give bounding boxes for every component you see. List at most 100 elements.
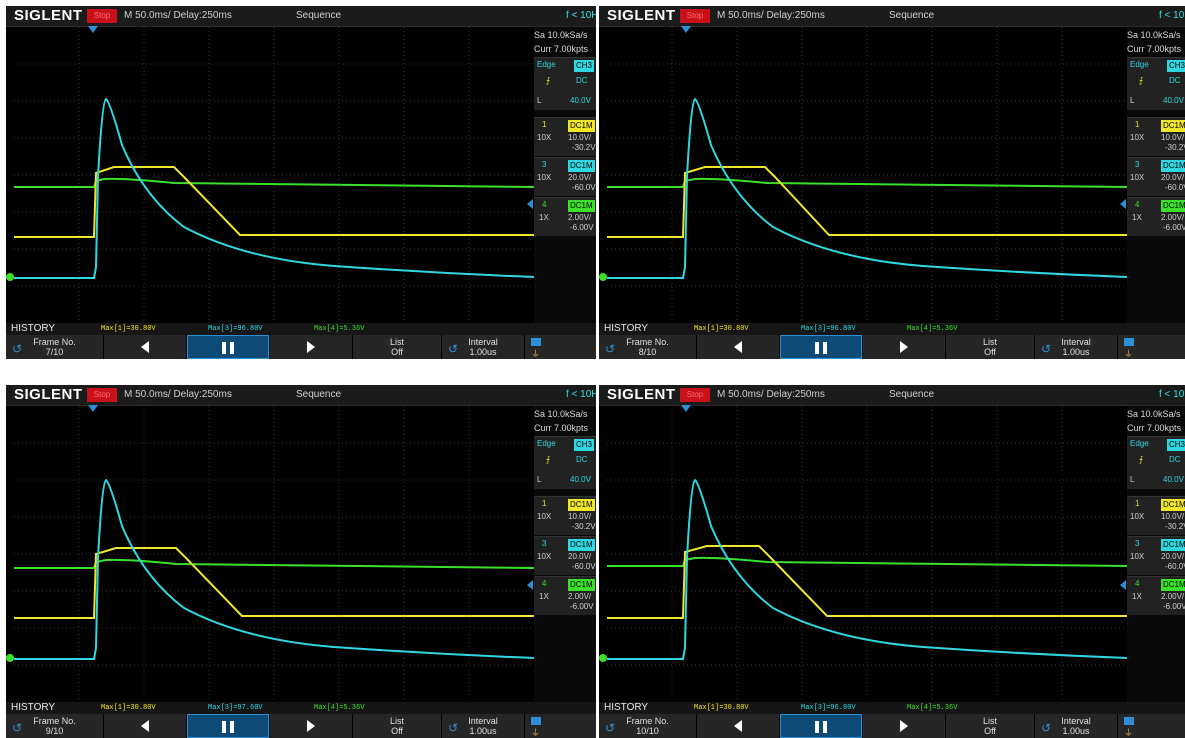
trigger-level-marker-icon[interactable] (527, 580, 533, 590)
timebase-readout[interactable]: M 50.0ms/ Delay:250ms (717, 389, 825, 400)
waveform-grid[interactable] (14, 27, 534, 323)
timebase-readout[interactable]: M 50.0ms/ Delay:250ms (124, 389, 232, 400)
history-label: HISTORY (604, 702, 649, 713)
ch3-scale: 20.0V/ (568, 552, 592, 561)
ch3-panel[interactable]: 3 DC1M 10X 20.0V/ -60.0V (534, 536, 596, 575)
list-softkey[interactable]: List Off (946, 714, 1035, 738)
frame-no-softkey[interactable]: ↺ Frame No. 9/10 (6, 714, 104, 738)
usb-save-softkey[interactable]: ⏚ (1118, 335, 1185, 359)
left-arrow-icon (141, 341, 149, 353)
ch4-offset-marker-icon[interactable] (599, 273, 607, 281)
trigger-position-marker-icon[interactable] (88, 405, 98, 412)
frame-no-softkey[interactable]: ↺ Frame No. 7/10 (6, 335, 104, 359)
stop-status-badge[interactable]: Stop (87, 9, 117, 23)
ch4-coupling-badge: DC1M (568, 200, 595, 212)
interval-softkey[interactable]: ↺ Interval 1.00us (442, 335, 525, 359)
prev-frame-button[interactable] (697, 714, 780, 738)
interval-value: 1.00us (1062, 347, 1090, 357)
ch4-offset-marker-icon[interactable] (6, 654, 14, 662)
trigger-position-marker-icon[interactable] (88, 26, 98, 33)
trigger-position-marker-icon[interactable] (681, 405, 691, 412)
ch4-waveform (14, 177, 534, 188)
trigger-level-marker-icon[interactable] (1120, 199, 1126, 209)
interval-softkey[interactable]: ↺ Interval 1.00us (442, 714, 525, 738)
prev-frame-button[interactable] (697, 335, 780, 359)
stop-status-badge[interactable]: Stop (680, 388, 710, 402)
next-frame-button[interactable] (270, 335, 353, 359)
frame-no-softkey[interactable]: ↺ Frame No. 8/10 (599, 335, 697, 359)
ch4-scale: 2.00V/ (1161, 592, 1185, 601)
waveform-grid[interactable] (607, 27, 1127, 323)
list-label: List (389, 716, 404, 726)
max-ch3-measure: Max[3]=97.60V (208, 704, 263, 712)
knob-icon: ↺ (605, 342, 616, 356)
waveform-grid[interactable] (14, 406, 534, 702)
usb-save-softkey[interactable]: ⏚ (1118, 714, 1185, 738)
timebase-readout[interactable]: M 50.0ms/ Delay:250ms (124, 10, 232, 21)
trigger-panel[interactable]: Edge CH3 ⨍ DC L 40.0V (534, 436, 596, 489)
play-pause-button[interactable] (780, 714, 862, 738)
ch3-number: 3 (542, 539, 547, 548)
knob-icon: ↺ (1041, 721, 1052, 735)
ch1-panel[interactable]: 1 DC1M 10X 10.0V/ -30.2V (534, 496, 596, 535)
usb-save-softkey[interactable]: ⏚ (525, 335, 596, 359)
interval-softkey[interactable]: ↺ Interval 1.00us (1035, 714, 1118, 738)
ch1-panel[interactable]: 1 DC1M 10X 10.0V/ -30.2V (1127, 496, 1185, 535)
ch4-scale: 2.00V/ (1161, 213, 1185, 222)
ch3-panel[interactable]: 3 DC1M 10X 20.0V/ -60.0V (1127, 157, 1185, 196)
next-frame-button[interactable] (863, 714, 946, 738)
stop-status-badge[interactable]: Stop (680, 9, 710, 23)
ch4-offset-marker-icon[interactable] (599, 654, 607, 662)
play-pause-button[interactable] (780, 335, 862, 359)
play-pause-button[interactable] (187, 335, 269, 359)
trigger-position-marker-icon[interactable] (681, 26, 691, 33)
ch3-coupling-badge: DC1M (1161, 539, 1185, 551)
trigger-source-badge: CH3 (1167, 439, 1185, 451)
list-softkey[interactable]: List Off (353, 335, 442, 359)
knob-icon: ↺ (605, 721, 616, 735)
play-pause-button[interactable] (187, 714, 269, 738)
ch4-panel[interactable]: 4 DC1M 1X 2.00V/ -6.00V (534, 576, 596, 615)
acquire-mode-readout: Sequence (296, 389, 342, 400)
ch1-panel[interactable]: 1 DC1M 10X 10.0V/ -30.2V (1127, 117, 1185, 156)
ch4-waveform (607, 556, 1127, 567)
ch4-waveform (607, 177, 1127, 188)
frequency-counter: f < 10H (1159, 10, 1185, 21)
ch4-offset-marker-icon[interactable] (6, 273, 14, 281)
trigger-coupling: DC (576, 455, 588, 464)
ch4-panel[interactable]: 4 DC1M 1X 2.00V/ -6.00V (534, 197, 596, 236)
ch4-panel[interactable]: 4 DC1M 1X 2.00V/ -6.00V (1127, 197, 1185, 236)
memory-depth: Curr 7.00kpts (1127, 423, 1182, 433)
list-softkey[interactable]: List Off (946, 335, 1035, 359)
trigger-panel[interactable]: Edge CH3 ⨍ DC L 40.0V (534, 57, 596, 110)
trigger-level-marker-icon[interactable] (527, 199, 533, 209)
ch4-panel[interactable]: 4 DC1M 1X 2.00V/ -6.00V (1127, 576, 1185, 615)
ground-icon: ⏚ (531, 349, 541, 359)
timebase-readout[interactable]: M 50.0ms/ Delay:250ms (717, 10, 825, 21)
pause-icon (815, 342, 827, 354)
next-frame-button[interactable] (863, 335, 946, 359)
next-frame-button[interactable] (270, 714, 353, 738)
ch1-panel[interactable]: 1 DC1M 10X 10.0V/ -30.2V (534, 117, 596, 156)
frame-no-softkey[interactable]: ↺ Frame No. 10/10 (599, 714, 697, 738)
ch3-coupling-badge: DC1M (568, 160, 595, 172)
usb-save-softkey[interactable]: ⏚ (525, 714, 596, 738)
ch3-panel[interactable]: 3 DC1M 10X 20.0V/ -60.0V (1127, 536, 1185, 575)
trigger-level-marker-icon[interactable] (1120, 580, 1126, 590)
list-softkey[interactable]: List Off (353, 714, 442, 738)
ch3-panel[interactable]: 3 DC1M 10X 20.0V/ -60.0V (534, 157, 596, 196)
right-info-panel: Sa 10.0kSa/s Curr 7.00kpts Edge CH3 ⨍ DC… (1127, 406, 1185, 702)
top-status-bar: SIGLENT Stop M 50.0ms/ Delay:250ms Seque… (6, 6, 596, 27)
frame-no-label: Frame No. (33, 716, 76, 726)
trigger-panel[interactable]: Edge CH3 ⨍ DC L 40.0V (1127, 436, 1185, 489)
waveform-grid[interactable] (607, 406, 1127, 702)
ch4-offset: -6.00V (1163, 223, 1185, 232)
stop-status-badge[interactable]: Stop (87, 388, 117, 402)
frame-no-label: Frame No. (626, 337, 669, 347)
ch4-probe: 1X (1132, 592, 1142, 601)
interval-softkey[interactable]: ↺ Interval 1.00us (1035, 335, 1118, 359)
frequency-counter: f < 10H (1159, 389, 1185, 400)
prev-frame-button[interactable] (104, 335, 187, 359)
prev-frame-button[interactable] (104, 714, 187, 738)
trigger-panel[interactable]: Edge CH3 ⨍ DC L 40.0V (1127, 57, 1185, 110)
